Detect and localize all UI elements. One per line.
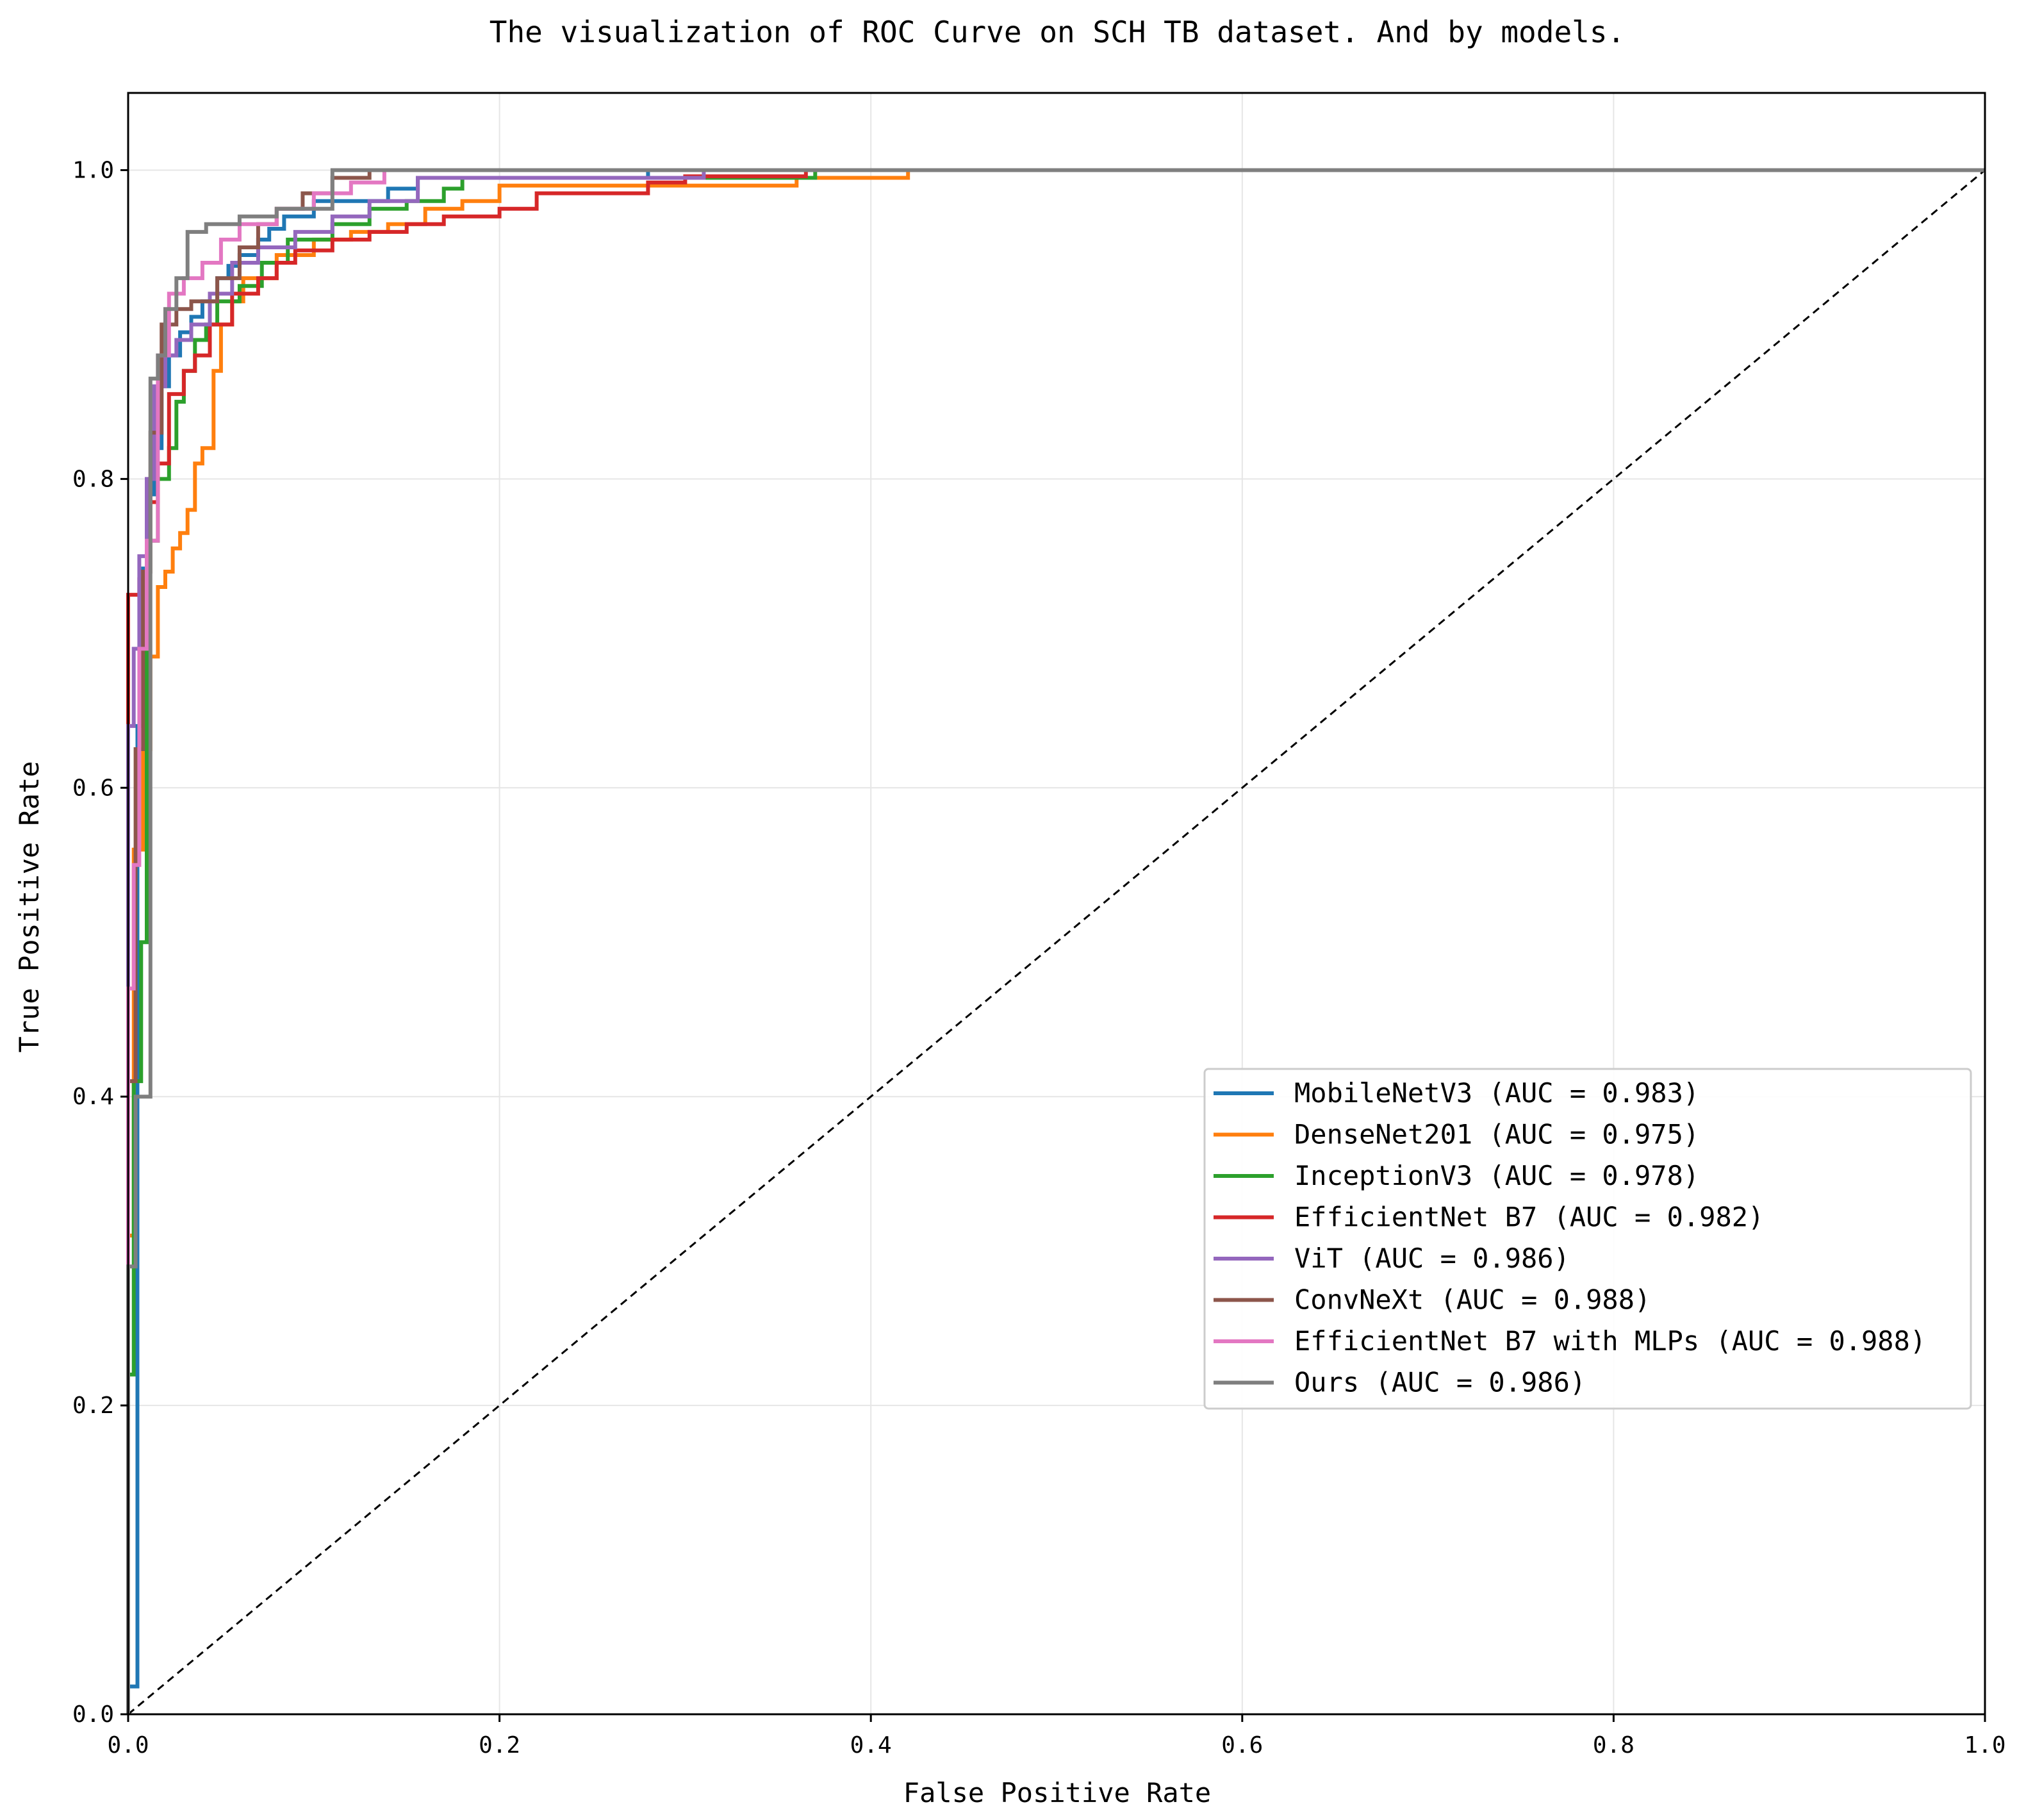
legend-label: InceptionV3 (AUC = 0.978) <box>1294 1160 1699 1191</box>
legend-label: ViT (AUC = 0.986) <box>1294 1243 1570 1274</box>
y-axis-label: True Positive Rate <box>13 761 45 1052</box>
y-tick-label: 0.8 <box>72 466 114 492</box>
y-tick-label: 0.4 <box>72 1084 114 1110</box>
y-tick-label: 1.0 <box>72 157 114 183</box>
legend-items: MobileNetV3 (AUC = 0.983) DenseNet201 (AU… <box>1214 1077 1926 1398</box>
x-tick-label: 0.4 <box>850 1732 892 1758</box>
series-line-8 <box>126 168 1985 1714</box>
y-tick-label: 0.0 <box>72 1701 114 1728</box>
legend-label: EfficientNet B7 with MLPs (AUC = 0.988) <box>1294 1325 1926 1357</box>
legend-label: ConvNeXt (AUC = 0.988) <box>1294 1284 1651 1316</box>
y-tick-label: 0.6 <box>72 775 114 801</box>
y-tick-label: 0.2 <box>72 1393 114 1419</box>
series-layer <box>126 168 1985 1714</box>
x-tick-label: 0.8 <box>1593 1732 1634 1758</box>
legend-label: MobileNetV3 (AUC = 0.983) <box>1294 1077 1699 1109</box>
legend: MobileNetV3 (AUC = 0.983) DenseNet201 (AU… <box>1203 1068 1972 1410</box>
tick-layer: 0.0 0.2 0.4 0.6 0.8 1.0 0.0 0.2 0.4 0.6 0.8 1.0 <box>72 157 2006 1758</box>
legend-label: DenseNet201 (AUC = 0.975) <box>1294 1119 1699 1150</box>
legend-label: Ours (AUC = 0.986) <box>1294 1367 1586 1398</box>
series-line-5 <box>126 168 1985 1714</box>
x-tick-label: 0.6 <box>1221 1732 1263 1758</box>
x-tick-label: 1.0 <box>1964 1732 2005 1758</box>
x-axis-label: False Positive Rate <box>903 1777 1211 1808</box>
x-tick-label: 0.2 <box>479 1732 520 1758</box>
chart-title: The visualization of ROC Curve on SCH TB… <box>490 15 1625 49</box>
legend-label: EfficientNet B7 (AUC = 0.982) <box>1294 1202 1764 1233</box>
series-line-7 <box>126 168 1985 1714</box>
chance-diagonal-line <box>128 169 1986 1716</box>
series-line-2 <box>126 168 1985 1714</box>
legend-box <box>1203 1068 1972 1410</box>
plot-frame <box>127 92 1986 1716</box>
x-tick-label: 0.0 <box>107 1732 149 1758</box>
